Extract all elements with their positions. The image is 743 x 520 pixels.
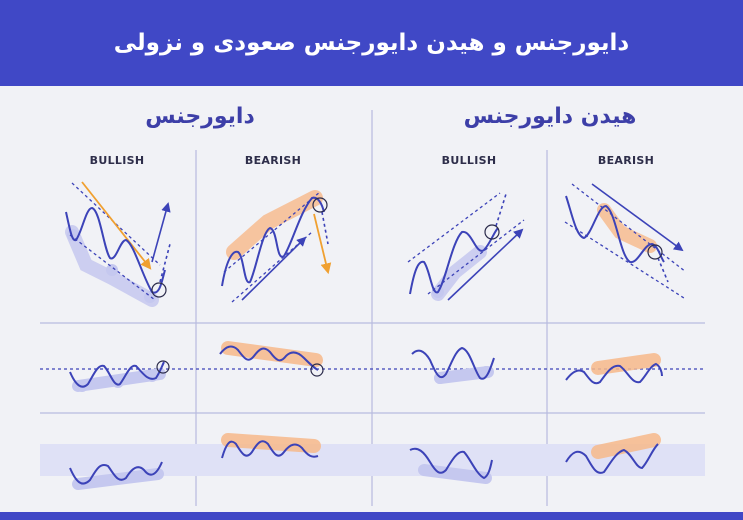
regular-bullish-band-panel xyxy=(69,461,164,490)
hidden-bullish-band-panel xyxy=(409,447,493,484)
footer-bar xyxy=(0,512,743,520)
divergence-diagram xyxy=(40,110,705,506)
hidden-bearish-price-panel xyxy=(564,183,687,299)
column-label-regular-bullish: BULLISH xyxy=(89,154,145,167)
section-title-divergence: دایورجنس xyxy=(145,104,255,129)
regular-bearish-oscillator-panel xyxy=(219,341,324,377)
grid-dividers xyxy=(40,110,705,506)
hidden-bullish-oscillator-panel xyxy=(411,346,495,384)
column-label-hidden-bearish: BEARISH xyxy=(597,154,655,167)
hidden-bearish-oscillator-panel xyxy=(565,353,663,385)
header-banner: دایورجنس و هیدن دایورجنس صعودی و نزولی xyxy=(0,0,743,86)
regular-bearish-band-panel xyxy=(221,433,321,459)
regular-bullish-oscillator-panel xyxy=(69,360,170,392)
column-label-regular-bearish: BEARISH xyxy=(244,154,302,167)
regular-bullish-price-panel xyxy=(65,181,171,307)
column-label-hidden-bullish: BULLISH xyxy=(441,154,497,167)
regular-bearish-price-panel xyxy=(221,190,332,303)
section-title-hidden-divergence: هیدن دایورجنس xyxy=(463,104,637,129)
page-title: دایورجنس و هیدن دایورجنس صعودی و نزولی xyxy=(113,30,630,56)
hidden-bullish-price-panel xyxy=(407,192,525,301)
hidden-bearish-band-panel xyxy=(565,433,661,474)
